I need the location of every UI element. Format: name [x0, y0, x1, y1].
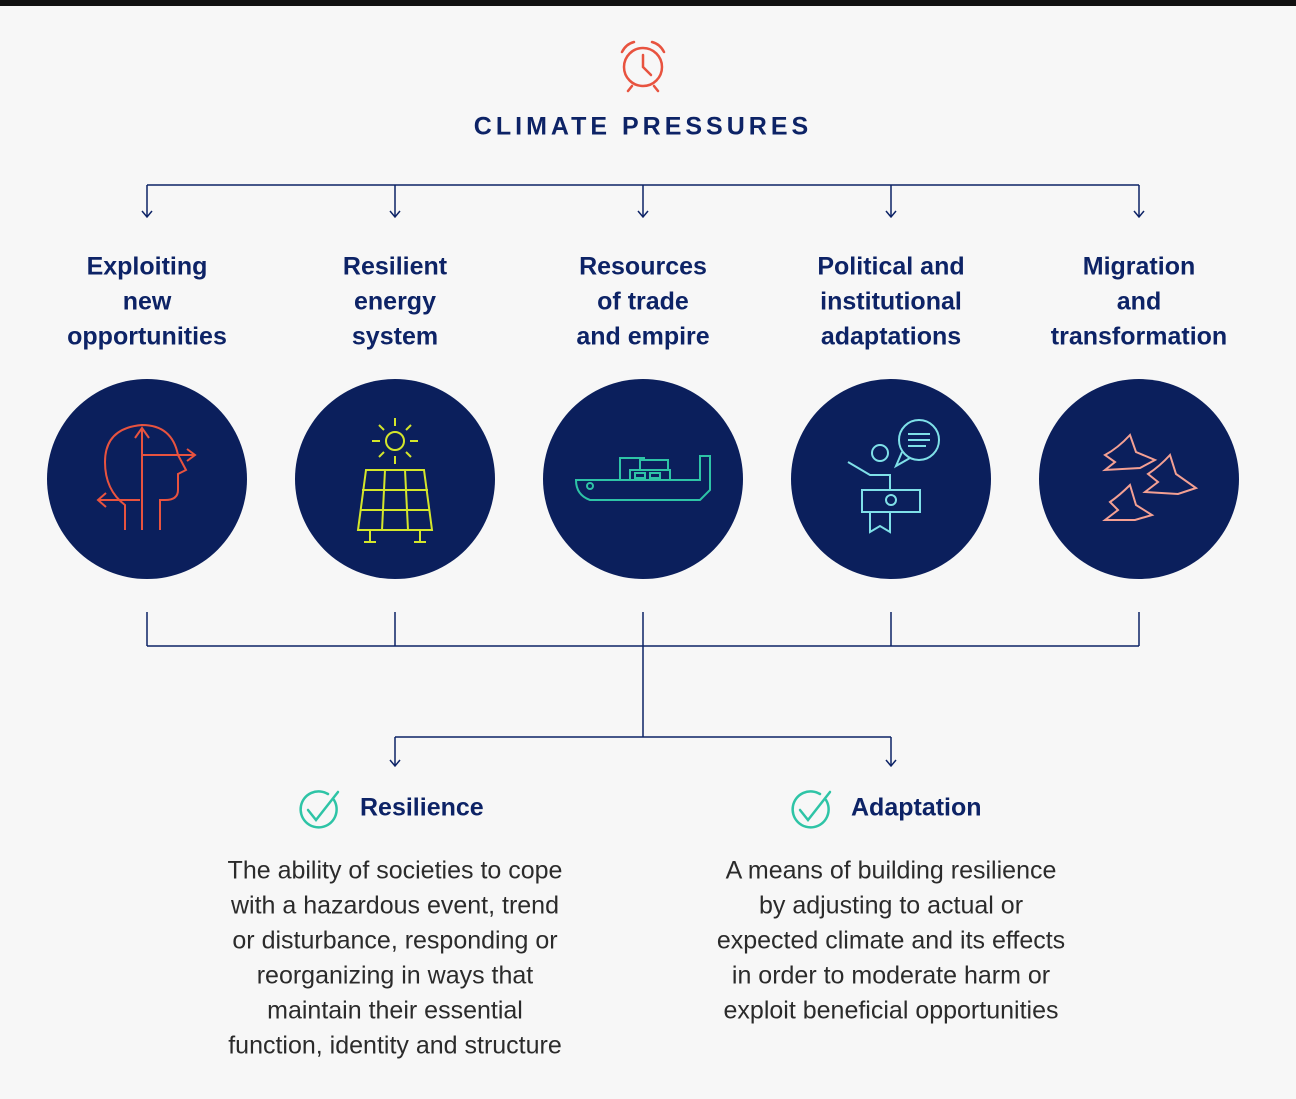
pressure-label: new	[123, 288, 172, 316]
pressure-label: Resilient	[343, 253, 448, 281]
pressure-label: energy	[354, 288, 436, 316]
speaker-icon	[847, 419, 940, 534]
pressure-label: institutional	[820, 288, 962, 316]
birds-icon	[1101, 433, 1199, 521]
outcome-description: function, identity and structure	[228, 1032, 562, 1060]
solar-icon	[356, 418, 434, 543]
pressure-label: Migration	[1083, 253, 1196, 281]
outcome-title: Resilience	[360, 794, 484, 822]
outcome-description: maintain their essential	[267, 997, 523, 1025]
pressure-label: of trade	[597, 288, 689, 316]
bottom-connectors	[146, 612, 1140, 768]
pressure-label: adaptations	[821, 323, 961, 351]
pressure-label: and	[1117, 288, 1161, 316]
outcome-description: by adjusting to actual or	[759, 892, 1023, 920]
clock-icon	[620, 40, 666, 93]
outcome-description: exploit beneficial opportunities	[724, 997, 1059, 1025]
pressure-label: system	[352, 323, 438, 351]
outcome-description: reorganizing in ways that	[257, 962, 534, 990]
outcome-title: Adaptation	[851, 794, 982, 822]
pressure-label: and empire	[576, 323, 709, 351]
pressure-label: opportunities	[67, 323, 227, 351]
top-connectors	[141, 184, 1145, 219]
title: CLIMATE PRESSURES	[474, 113, 812, 141]
ship-icon	[574, 455, 711, 501]
outcome-description: The ability of societies to cope	[228, 857, 563, 885]
pressure-label: transformation	[1051, 323, 1227, 351]
pressure-label: Exploiting	[87, 253, 208, 281]
top-border	[0, 0, 1296, 6]
outcome-description: with a hazardous event, trend	[230, 892, 559, 920]
outcome-description: or disturbance, responding or	[232, 927, 557, 955]
pressure-label: Resources	[579, 253, 707, 281]
outcome-description: expected climate and its effects	[717, 927, 1065, 955]
check-icons	[299, 790, 832, 829]
head-icon	[96, 423, 197, 530]
circles	[47, 379, 1239, 579]
outcome-description: A means of building resilience	[726, 857, 1057, 885]
pressure-label: Political and	[817, 253, 964, 281]
outcome-description: in order to moderate harm or	[732, 962, 1050, 990]
